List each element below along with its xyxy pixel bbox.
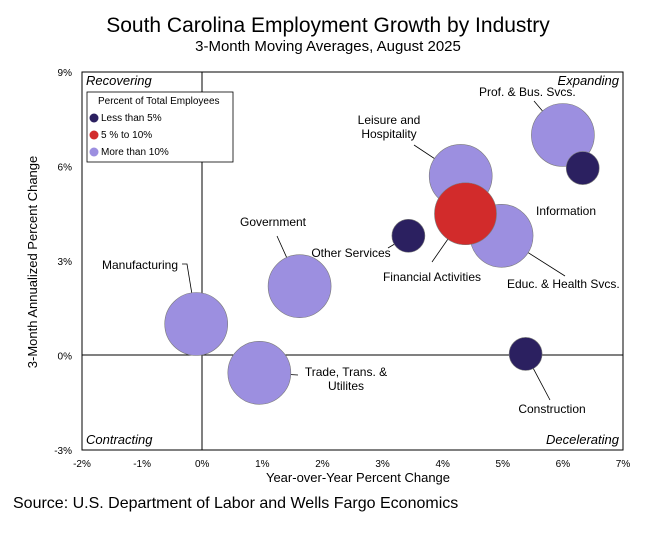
y-tick-label: 9%: [58, 68, 73, 79]
legend-box: [86, 91, 234, 163]
bubble-trade-trans-utilites: [227, 341, 292, 405]
x-tick-label: 7%: [616, 459, 631, 470]
x-tick-label: 2%: [315, 459, 330, 470]
x-tick-label: 5%: [496, 459, 511, 470]
point-label-government: Government: [240, 215, 307, 229]
y-tick-labels: -3% 0% 3% 6% 9%: [54, 68, 72, 457]
quadrant-decelerating: Decelerating: [546, 432, 620, 447]
bubble-manufacturing: [164, 292, 229, 356]
bubble-financial-activities: [434, 182, 497, 246]
y-tick-label: 6%: [58, 163, 73, 174]
x-tick-label: -1%: [133, 459, 151, 470]
x-tick-label: 6%: [556, 459, 571, 470]
point-label-construction: Construction: [518, 402, 585, 416]
point-labels: Prof. & Bus. Svcs. Information Leisure and…: [102, 85, 620, 416]
x-tick-label: 0%: [195, 459, 210, 470]
x-tick-label: -2%: [73, 459, 91, 470]
x-tick-label: 3%: [375, 459, 390, 470]
x-axis-label: Year-over-Year Percent Change: [266, 470, 450, 485]
legend-item-small: Less than 5%: [101, 113, 162, 124]
point-label-financial-activities: Financial Activities: [383, 270, 481, 284]
x-tick-label: 4%: [435, 459, 450, 470]
legend-title: Percent of Total Employees: [98, 96, 220, 107]
bubble-information: [565, 151, 600, 185]
y-tick-label: 0%: [58, 352, 73, 363]
point-label-educ-health-svcs: Educ. & Health Svcs.: [507, 277, 620, 291]
chart-subtitle: 3-Month Moving Averages, August 2025: [195, 38, 461, 55]
legend-swatch-medium: [89, 130, 99, 140]
quadrant-contracting: Contracting: [86, 432, 153, 447]
y-tick-label: 3%: [58, 257, 73, 268]
y-tick-label: -3%: [54, 446, 72, 457]
point-label-manufacturing: Manufacturing: [102, 258, 178, 272]
point-label-trade-trans-utilites: Trade, Trans. & Utilites: [305, 365, 387, 393]
x-tick-labels: -2% -1% 0% 1% 2% 3% 4% 5% 6% 7%: [73, 459, 630, 470]
quadrant-recovering: Recovering: [86, 73, 153, 88]
quadrant-expanding: Expanding: [558, 73, 620, 88]
bubble-construction: [508, 337, 543, 371]
point-label-prof-bus-svcs: Prof. & Bus. Svcs.: [479, 85, 576, 99]
point-label-leisure-and-hospitality: Leisure and Hospitality: [358, 113, 421, 141]
bubble-prof-bus-svcs: [531, 103, 595, 167]
source-note: Source: U.S. Department of Labor and Wel…: [13, 495, 459, 512]
x-tick-label: 1%: [255, 459, 270, 470]
legend-item-large: More than 10%: [101, 147, 169, 158]
bubble-government: [267, 254, 332, 319]
bubbles: [164, 103, 600, 405]
point-label-information: Information: [536, 204, 596, 218]
legend-item-medium: 5 % to 10%: [101, 130, 152, 141]
bubble-other-services: [391, 219, 426, 253]
legend-swatch-large: [89, 147, 99, 157]
chart-title: South Carolina Employment Growth by Indu…: [106, 14, 550, 37]
point-label-other-services: Other Services: [311, 246, 390, 260]
legend-swatch-small: [89, 113, 99, 123]
y-axis-label: 3-Month Annualized Percent Change: [25, 156, 40, 368]
plot-area: Recovering Expanding Contracting Deceler…: [81, 71, 624, 451]
legend: Percent of Total Employees Less than 5% …: [86, 91, 234, 163]
